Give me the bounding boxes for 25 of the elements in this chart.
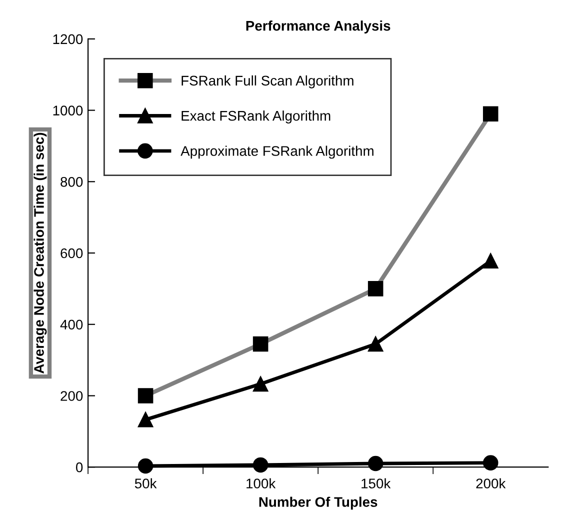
point [252,457,268,473]
legend-label: Exact FSRank Algorithm [182,110,330,124]
y-tick-label: 400 [60,320,83,330]
chart-title: Performance Analysis [246,20,390,34]
x-tick-label: 150k [362,478,391,488]
x-tick-label: 200k [476,478,506,488]
legend-label: FSRank Full Scan Algorithm [182,75,354,88]
point [138,458,154,474]
point [482,455,498,470]
y-tick-label: 600 [60,248,83,258]
x-tick-label: 100k [246,478,276,488]
y-axis-title: Average Node Creation Time (in sec) [34,132,47,374]
y-tick-label: 800 [60,176,83,187]
x-tick-label: 50k [134,478,157,488]
point [482,253,498,268]
x-axis-title: Number Of Tuples [259,496,378,510]
point [368,456,384,472]
y-tick-label: 200 [60,391,83,401]
y-tick-label: 0 [76,462,83,472]
point [368,336,384,352]
y-tick-label: 1200 [53,34,83,44]
y-tick-label: 1000 [53,106,83,116]
point [138,412,154,428]
point [252,376,268,392]
legend-label: Approximate FSRank Algorithm [180,146,374,159]
